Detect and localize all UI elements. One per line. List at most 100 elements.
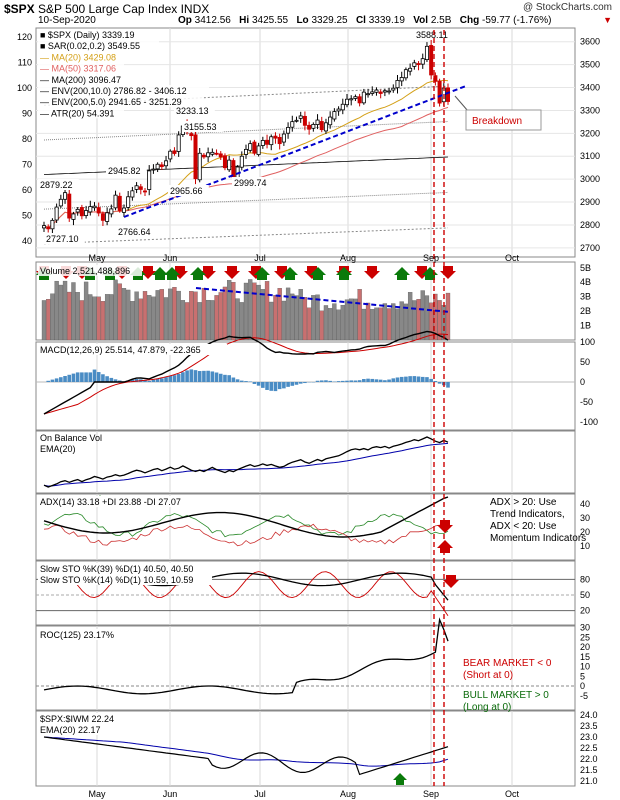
legend-bg — [38, 496, 207, 507]
macd-histogram-bar — [252, 382, 257, 384]
stochastic-legend-item: Slow STO %K(14) %D(1) 10.59, 10.59 — [40, 575, 193, 585]
volume-bar — [277, 288, 282, 341]
roc-axis-label: 15 — [580, 652, 590, 662]
macd-histogram-bar — [185, 370, 189, 382]
macd-histogram-bar — [113, 379, 118, 382]
ratio-axis-label: 22.5 — [580, 743, 598, 753]
chg-label: Chg — [459, 15, 480, 26]
volume-bar — [424, 295, 430, 341]
macd-axis-label: -50 — [580, 397, 593, 407]
volume-bar — [193, 291, 198, 341]
accumulation-arrow-icon — [310, 267, 326, 280]
macd-histogram-bar — [353, 380, 358, 382]
annotation-bg — [182, 121, 223, 132]
panel-frame-macd — [35, 341, 576, 431]
macd-histogram-bar — [273, 382, 278, 392]
stochastic-axis-label: 50 — [580, 590, 590, 600]
distribution-arrow-icon — [200, 266, 216, 279]
candle-body — [214, 152, 219, 155]
annotation-bg — [168, 185, 209, 196]
adx-down-arrow-icon — [437, 520, 453, 533]
roc-axis-label: 20 — [580, 642, 590, 652]
candle-body — [302, 115, 307, 126]
legend-bg — [38, 629, 117, 640]
volume-bar — [315, 294, 320, 341]
candle-body — [100, 213, 105, 221]
candle-body — [281, 133, 286, 143]
macd-histogram-bar — [370, 378, 375, 382]
price-legend-item: — MA(50) 3317.06 — [40, 64, 116, 74]
volume-bar — [176, 290, 181, 341]
index-name: S&P 500 Large Cap Index — [38, 2, 178, 16]
macd-histogram-bar — [374, 379, 379, 382]
roc-legend: ROC(125) 23.17% — [40, 630, 114, 640]
month-label-bottom: Oct — [505, 789, 520, 799]
volume-bar — [205, 299, 211, 341]
ratio-axis-label: 21.0 — [580, 776, 598, 786]
envelope-upper-10 — [43, 85, 449, 106]
candle-body — [332, 111, 337, 120]
volume-bar — [361, 308, 366, 341]
candle-body — [210, 151, 215, 155]
volume-bar — [121, 288, 127, 341]
candle-body — [323, 122, 328, 132]
month-label-bottom: Aug — [340, 789, 356, 799]
macd-histogram-bar — [269, 382, 274, 391]
candle-body — [176, 134, 181, 152]
price-axis-label: 3400 — [580, 83, 600, 93]
annotation-bg — [116, 226, 157, 237]
legend-bg — [38, 344, 227, 355]
candle-body — [113, 194, 118, 209]
low-value: 3329.25 — [311, 15, 348, 26]
candle-body — [340, 103, 345, 111]
ohlc-readout: Op 3412.56 Hi 3425.55 Lo 3329.25 Cl 3339… — [178, 15, 551, 26]
vol-label: Vol — [413, 15, 429, 26]
macd-histogram-bar — [105, 376, 109, 382]
candle-body — [239, 155, 244, 168]
volume-bar — [50, 293, 55, 341]
volume-bar — [130, 301, 135, 341]
macd-histogram-bar — [197, 371, 202, 382]
volume-bar — [104, 294, 110, 341]
month-label-top: Jul — [254, 253, 266, 263]
ratio-axis-label: 23.0 — [580, 732, 598, 742]
distribution-arrow-icon — [224, 266, 240, 279]
macd-histogram-bar — [446, 382, 450, 388]
candle-body — [147, 170, 152, 190]
volume-bar — [62, 280, 68, 341]
macd-histogram-bar — [290, 382, 295, 386]
breakdown-callout: Breakdown — [472, 116, 522, 127]
candle-body — [54, 206, 59, 221]
candle-body — [218, 153, 223, 158]
adx-line — [43, 496, 449, 538]
macd-histogram-bar — [143, 380, 147, 382]
legend-bg — [38, 73, 129, 85]
macd-histogram-bar — [256, 382, 261, 386]
candle-body — [189, 133, 194, 137]
high-value: 3425.55 — [251, 15, 289, 26]
candle-body — [269, 136, 274, 146]
macd-histogram-bar — [155, 378, 160, 382]
volume-bar — [92, 296, 97, 341]
vol-value: 2.5B — [430, 15, 452, 26]
volume-bar — [264, 281, 270, 341]
panel-frame-roc — [35, 625, 576, 711]
price-annotation: 2727.10 — [46, 234, 79, 244]
ratio-legend-item: $SPX:$IWM 22.24 — [40, 714, 114, 724]
volume-bar — [163, 297, 169, 341]
volume-bar — [155, 290, 160, 341]
atr-axis-label: 60 — [22, 185, 32, 195]
candle-body — [294, 119, 299, 122]
candle-body — [138, 186, 143, 190]
macd-histogram-bar — [172, 375, 177, 382]
price-axis-label: 3500 — [580, 60, 600, 70]
candle-body — [315, 119, 320, 125]
macd-histogram-bar — [109, 377, 114, 382]
legend-bg — [38, 29, 154, 40]
brand-watermark: @ StockCharts.com — [522, 2, 612, 13]
candle-body — [260, 140, 265, 146]
candle-body — [252, 141, 257, 154]
envelope-lower-5 — [43, 191, 449, 210]
candle-body — [328, 116, 333, 126]
